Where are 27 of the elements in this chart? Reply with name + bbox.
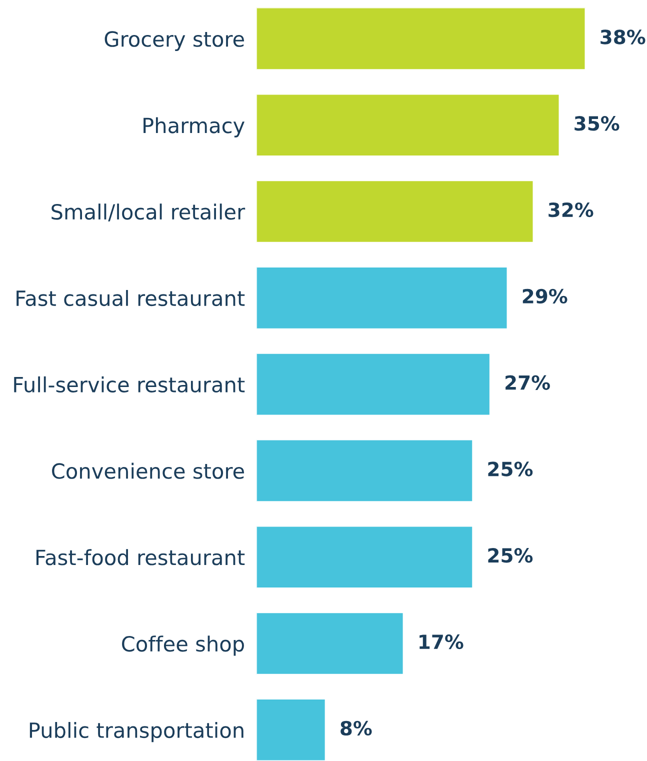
bar — [256, 266, 508, 330]
data-label: 38% — [600, 30, 646, 44]
y-tick-label: Grocery store — [104, 31, 244, 51]
data-label: 29% — [522, 288, 568, 304]
bar — [256, 525, 474, 589]
bar — [256, 352, 491, 416]
y-tick-label: Fast casual restaurant — [16, 290, 245, 306]
data-label: 17% — [420, 634, 464, 650]
y-tick-label: Full-service restaurant — [14, 376, 245, 393]
bar — [256, 438, 474, 502]
bar — [256, 8, 586, 71]
data-label: 32% — [548, 202, 594, 218]
data-label: 27% — [506, 375, 550, 390]
bar — [256, 612, 404, 676]
y-tick-label: Fast-food restaurant — [36, 549, 245, 566]
bar — [256, 698, 326, 761]
y-tick-label: Public transportation — [30, 722, 244, 742]
y-tick-label: Small/local retailer — [52, 204, 246, 222]
bar — [256, 180, 534, 244]
y-tick-label: Pharmacy — [144, 117, 244, 138]
y-tick-label: Coffee shop — [122, 636, 244, 656]
y-tick-label: Convenience store — [52, 462, 244, 479]
data-label: 8% — [340, 720, 372, 736]
bar — [256, 93, 560, 157]
data-label: 25% — [488, 462, 533, 476]
data-label: 25% — [488, 548, 533, 563]
data-label: 35% — [574, 116, 620, 131]
